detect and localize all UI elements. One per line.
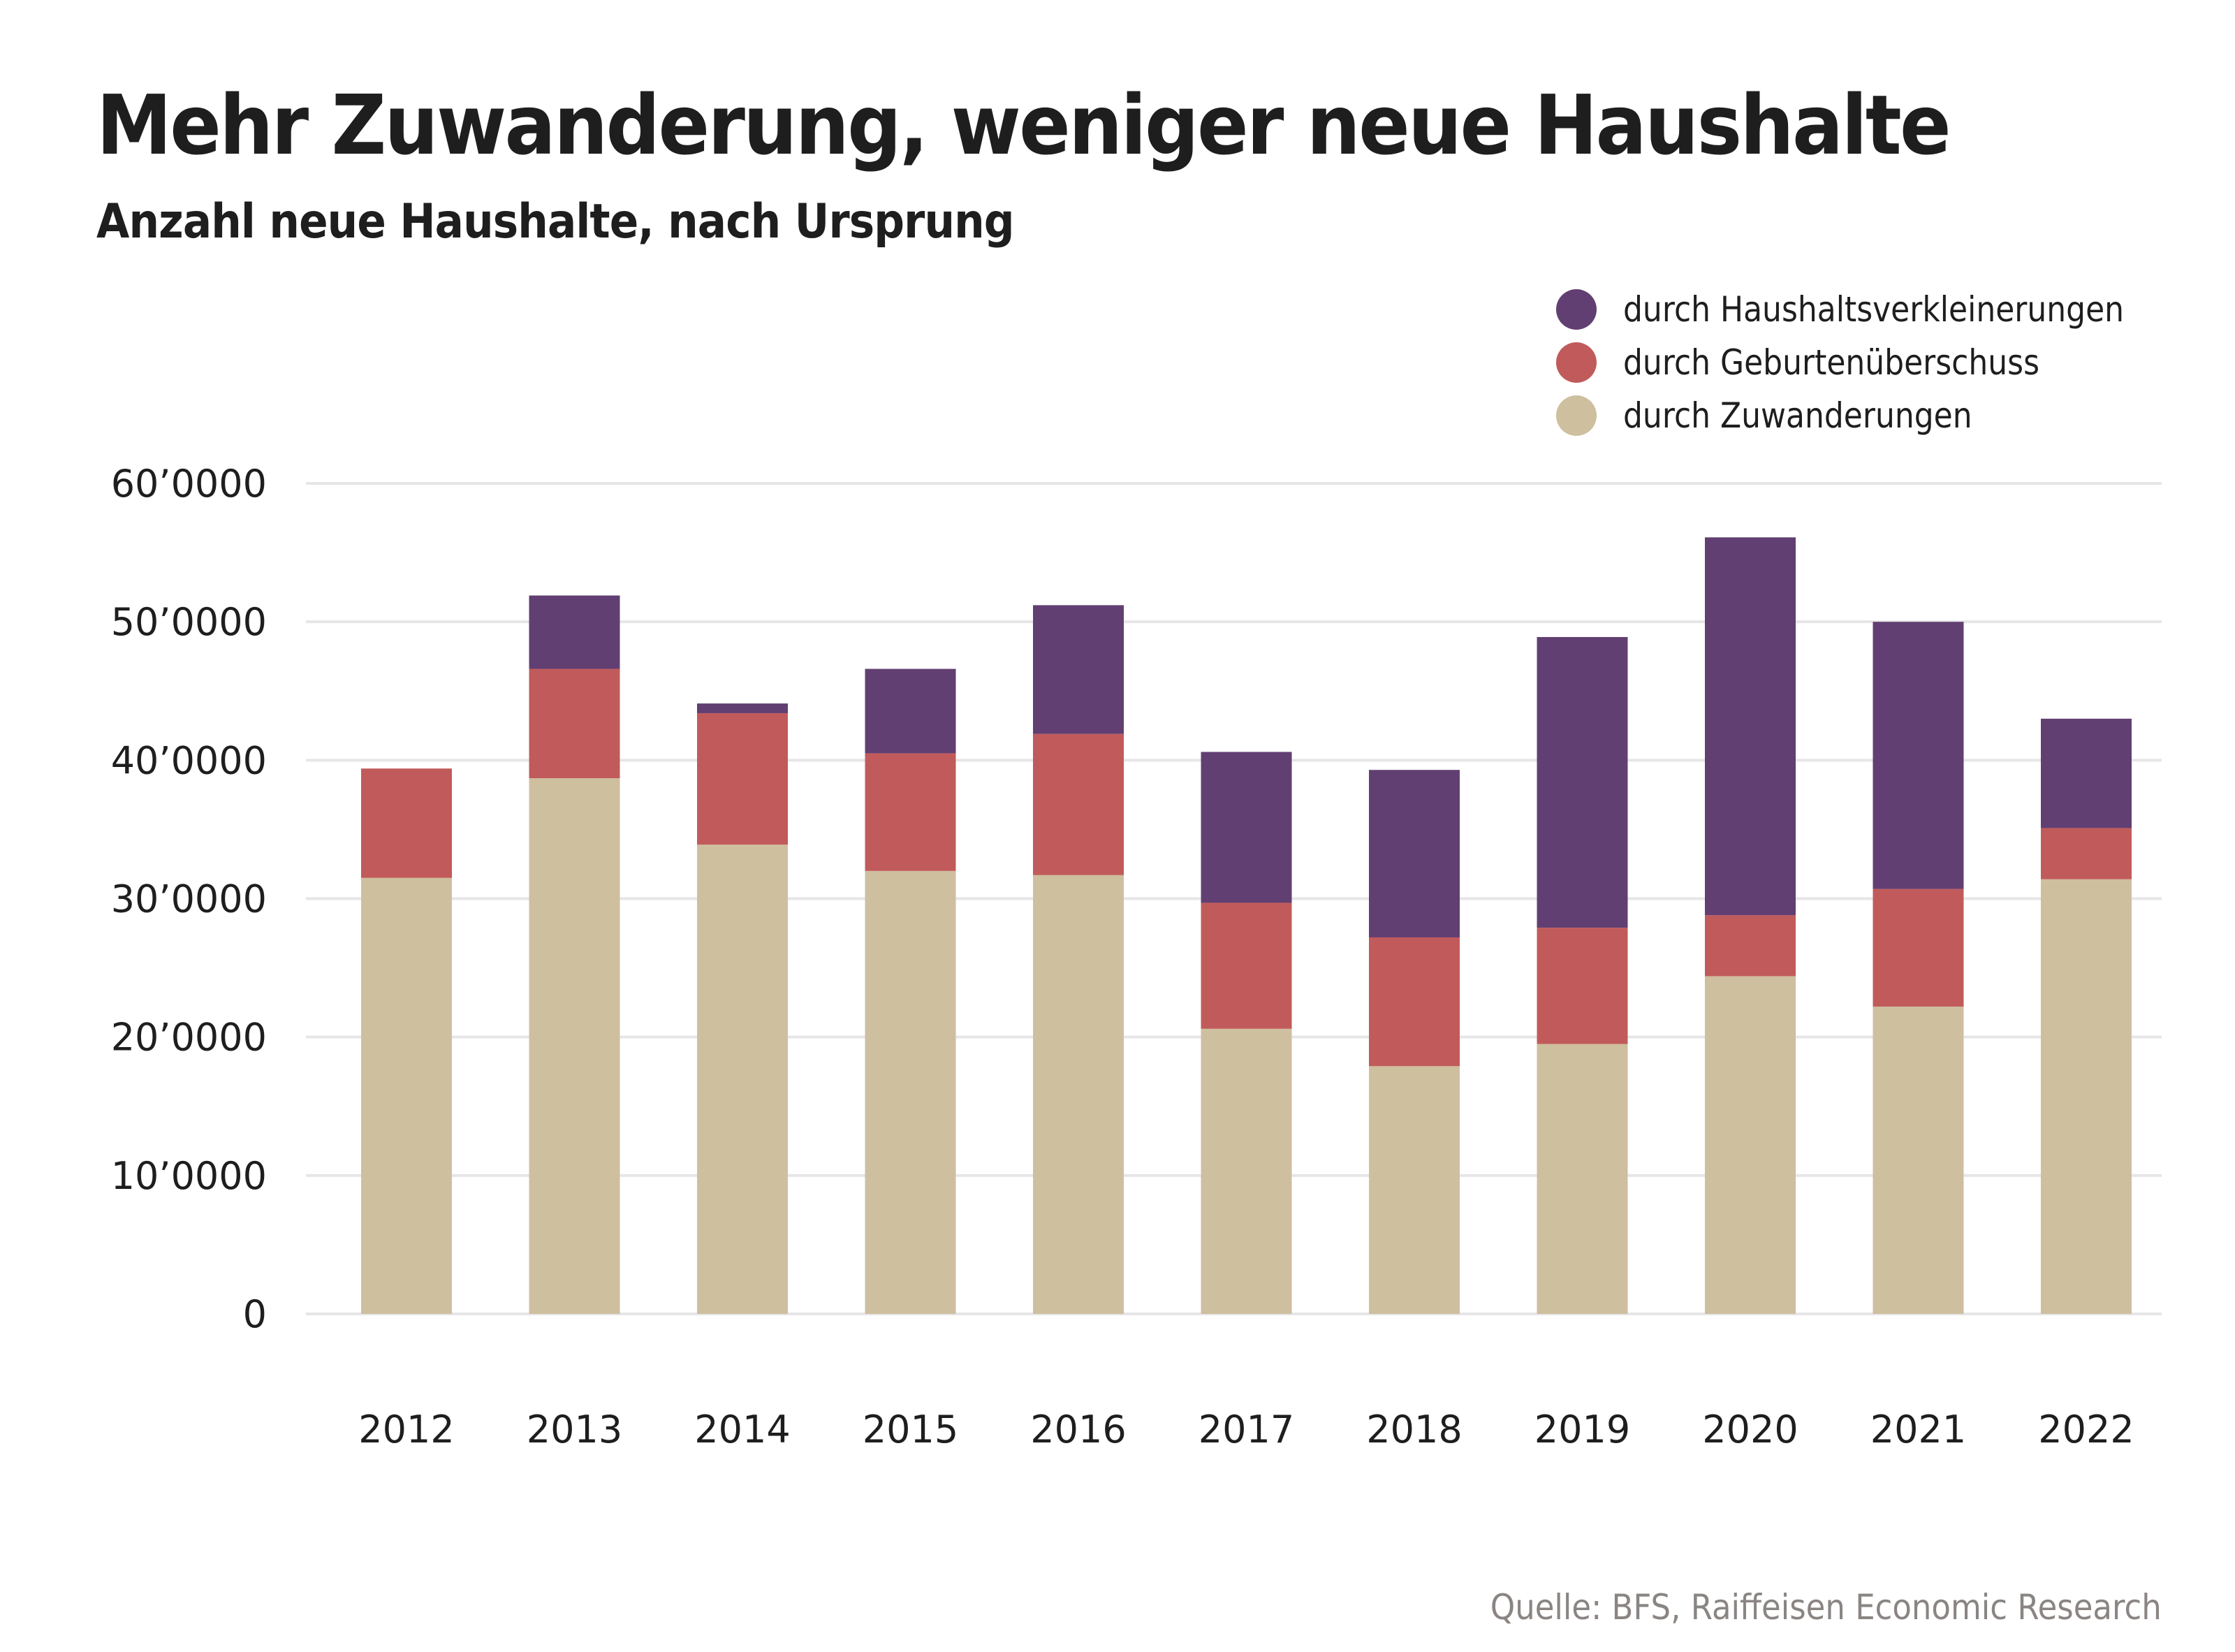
- legend: durch Haushaltsverkleinerungen durch Geb…: [1556, 283, 2192, 442]
- x-tick-label: 2014: [694, 1408, 790, 1452]
- legend-item-geburtenueberschuss: durch Geburtenüberschuss: [1556, 336, 2192, 389]
- bar-segment: [529, 595, 620, 669]
- legend-item-zuwanderungen: durch Zuwanderungen: [1556, 389, 2192, 442]
- bar-segment: [2041, 718, 2132, 828]
- bar-segment: [1873, 889, 1964, 1007]
- x-tick-label: 2018: [1366, 1408, 1462, 1452]
- bar-segment: [1201, 902, 1292, 1029]
- bar-segment: [1873, 1007, 1964, 1314]
- bar-segment: [1369, 937, 1460, 1067]
- x-tick-label: 2015: [863, 1408, 958, 1452]
- bar-segment: [697, 845, 788, 1314]
- y-tick-label: 0: [243, 1292, 267, 1336]
- bar-segment: [529, 668, 620, 779]
- bar-segment: [361, 768, 452, 878]
- y-tick-label: 10’0000: [111, 1154, 267, 1198]
- legend-label: durch Haushaltsverkleinerungen: [1623, 289, 2125, 330]
- bars: [361, 537, 2132, 1314]
- y-axis-tick-labels: 0 10’0000 20’0000 30’0000 40’0000 50’0000 60’0…: [111, 462, 267, 1336]
- bar-segment: [1369, 1066, 1460, 1314]
- legend-swatch-icon: [1556, 342, 1597, 383]
- chart-title: Mehr Zuwanderung, weniger neue Haushalte: [96, 77, 1951, 173]
- bar-segment: [1705, 915, 1796, 977]
- bar-segment: [2041, 828, 2132, 879]
- bar-segment: [1537, 1044, 1628, 1314]
- bar-segment: [865, 870, 956, 1314]
- bar-segment: [1705, 976, 1796, 1314]
- x-axis-tick-labels: 2012 2013 2014 2015 2016 2017 2018 2019 2020 2021…: [358, 1408, 2134, 1452]
- legend-label: durch Geburtenüberschuss: [1623, 342, 2040, 383]
- bar-segment: [1537, 636, 1628, 928]
- x-tick-label: 2013: [527, 1408, 622, 1452]
- bar-segment: [1537, 928, 1628, 1044]
- x-tick-label: 2017: [1199, 1408, 1294, 1452]
- bar-segment: [361, 877, 452, 1314]
- x-tick-label: 2019: [1534, 1408, 1630, 1452]
- bar-segment: [697, 703, 788, 713]
- y-tick-label: 40’0000: [111, 738, 267, 782]
- y-tick-label: 60’0000: [111, 462, 267, 506]
- legend-label: durch Zuwanderungen: [1623, 395, 1972, 436]
- legend-swatch-icon: [1556, 395, 1597, 436]
- legend-item-haushaltsverkleinerungen: durch Haushaltsverkleinerungen: [1556, 283, 2192, 336]
- bar-segment: [529, 778, 620, 1314]
- y-tick-label: 30’0000: [111, 877, 267, 921]
- bar-segment: [1201, 1028, 1292, 1314]
- bar-segment: [1033, 733, 1124, 875]
- bar-segment: [697, 712, 788, 845]
- bar-segment: [1033, 605, 1124, 734]
- source-note: Quelle: BFS, Raiffeisen Economic Researc…: [1490, 1587, 2162, 1628]
- bar-segment: [1201, 752, 1292, 903]
- x-tick-label: 2012: [358, 1408, 454, 1452]
- bar-segment: [1705, 537, 1796, 916]
- y-tick-label: 50’0000: [111, 600, 267, 644]
- bar-segment: [865, 753, 956, 871]
- chart-subtitle: Anzahl neue Haushalte, nach Ursprung: [96, 194, 1015, 249]
- x-tick-label: 2016: [1030, 1408, 1126, 1452]
- bar-segment: [2041, 879, 2132, 1314]
- bar-segment: [1873, 622, 1964, 889]
- y-tick-label: 20’0000: [111, 1016, 267, 1060]
- bar-segment: [1033, 875, 1124, 1314]
- bar-segment: [1369, 770, 1460, 937]
- x-tick-label: 2022: [2038, 1408, 2134, 1452]
- legend-swatch-icon: [1556, 289, 1597, 330]
- x-tick-label: 2020: [1702, 1408, 1798, 1452]
- bar-segment: [865, 668, 956, 754]
- x-tick-label: 2021: [1870, 1408, 1966, 1452]
